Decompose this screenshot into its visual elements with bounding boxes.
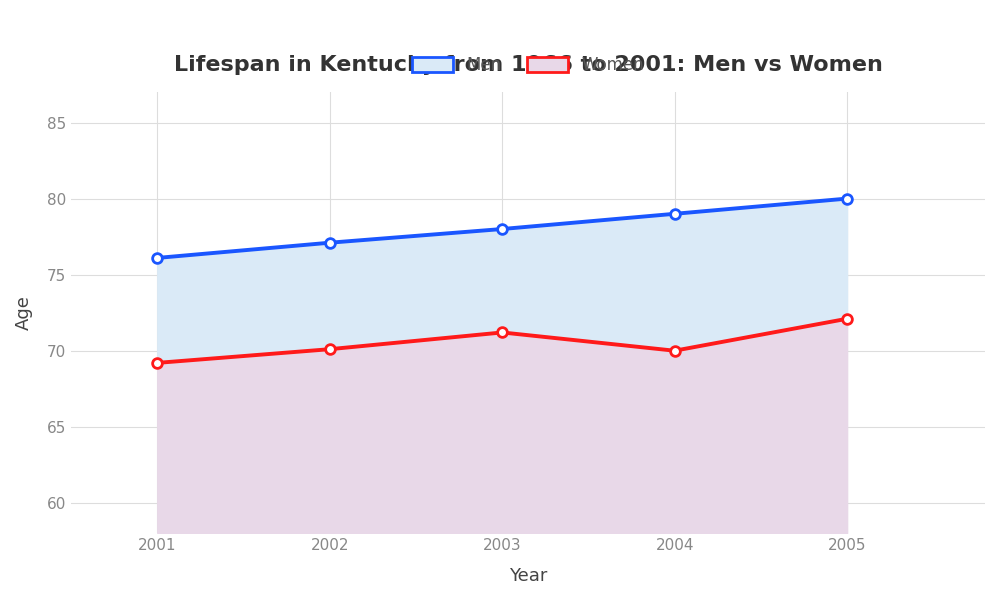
Legend: Men, Women: Men, Women <box>403 47 653 82</box>
Title: Lifespan in Kentucky from 1966 to 2001: Men vs Women: Lifespan in Kentucky from 1966 to 2001: … <box>174 55 883 75</box>
Y-axis label: Age: Age <box>15 295 33 330</box>
X-axis label: Year: Year <box>509 567 547 585</box>
